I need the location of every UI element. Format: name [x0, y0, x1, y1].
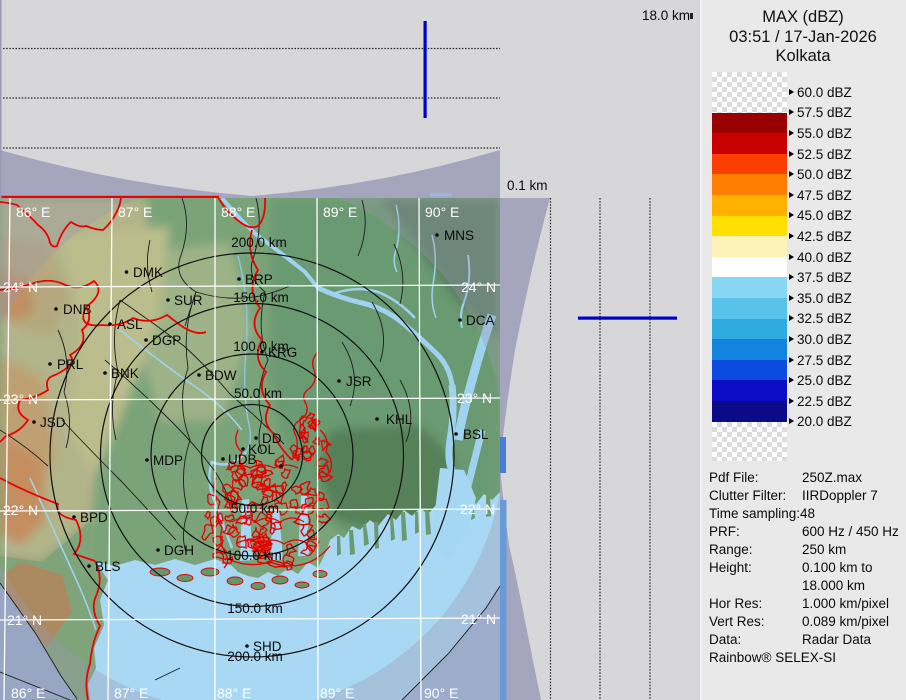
svg-text:JSD: JSD [40, 415, 66, 430]
svg-text:KOL: KOL [248, 442, 276, 457]
svg-text:21° N: 21° N [7, 612, 42, 628]
svg-text:PRL: PRL [57, 357, 84, 372]
svg-text:KRG: KRG [268, 345, 297, 360]
svg-text:BNK: BNK [111, 366, 139, 381]
svg-text:50.0 km: 50.0 km [234, 386, 282, 401]
svg-text:24° N: 24° N [3, 279, 38, 295]
svg-text:50.0 km: 50.0 km [231, 501, 279, 516]
svg-text:DD: DD [262, 431, 282, 446]
svg-text:SHD: SHD [253, 639, 282, 654]
svg-text:DGP: DGP [152, 333, 181, 348]
svg-text:24° N: 24° N [461, 279, 496, 295]
svg-text:200.0 km: 200.0 km [227, 649, 283, 664]
svg-text:87° E: 87° E [118, 204, 152, 220]
svg-text:87° E: 87° E [114, 685, 148, 700]
svg-text:22° N: 22° N [3, 502, 38, 518]
svg-text:BLS: BLS [95, 559, 121, 574]
svg-text:89° E: 89° E [320, 685, 354, 700]
svg-text:SUR: SUR [174, 293, 203, 308]
svg-text:BSL: BSL [463, 427, 489, 442]
svg-text:BPD: BPD [80, 510, 108, 525]
svg-text:88° E: 88° E [217, 685, 251, 700]
svg-text:21° N: 21° N [461, 611, 496, 627]
svg-text:23° N: 23° N [3, 391, 38, 407]
svg-text:150.0 km: 150.0 km [233, 290, 289, 305]
svg-text:DGH: DGH [164, 543, 194, 558]
svg-text:90° E: 90° E [425, 204, 459, 220]
svg-text:86° E: 86° E [11, 685, 45, 700]
svg-text:BRP: BRP [245, 272, 273, 287]
svg-text:90° E: 90° E [424, 685, 458, 700]
svg-text:88° E: 88° E [221, 204, 255, 220]
svg-text:MNS: MNS [444, 228, 474, 243]
svg-text:UDB: UDB [228, 452, 257, 467]
svg-text:200.0 km: 200.0 km [231, 235, 287, 250]
svg-text:100.0 km: 100.0 km [233, 339, 289, 354]
svg-text:DNB: DNB [63, 302, 92, 317]
svg-text:150.0 km: 150.0 km [227, 601, 283, 616]
svg-text:86° E: 86° E [16, 204, 50, 220]
svg-text:JSR: JSR [346, 374, 372, 389]
svg-text:22° N: 22° N [460, 501, 495, 517]
svg-text:100.0 km: 100.0 km [226, 548, 282, 563]
svg-text:MDP: MDP [153, 453, 183, 468]
svg-text:KHL: KHL [386, 412, 413, 427]
svg-text:23° N: 23° N [457, 390, 492, 406]
svg-text:DMK: DMK [133, 265, 163, 280]
svg-text:ASL: ASL [117, 317, 143, 332]
svg-text:BDW: BDW [205, 368, 237, 383]
svg-text:DCA: DCA [466, 313, 495, 328]
svg-text:89° E: 89° E [323, 204, 357, 220]
